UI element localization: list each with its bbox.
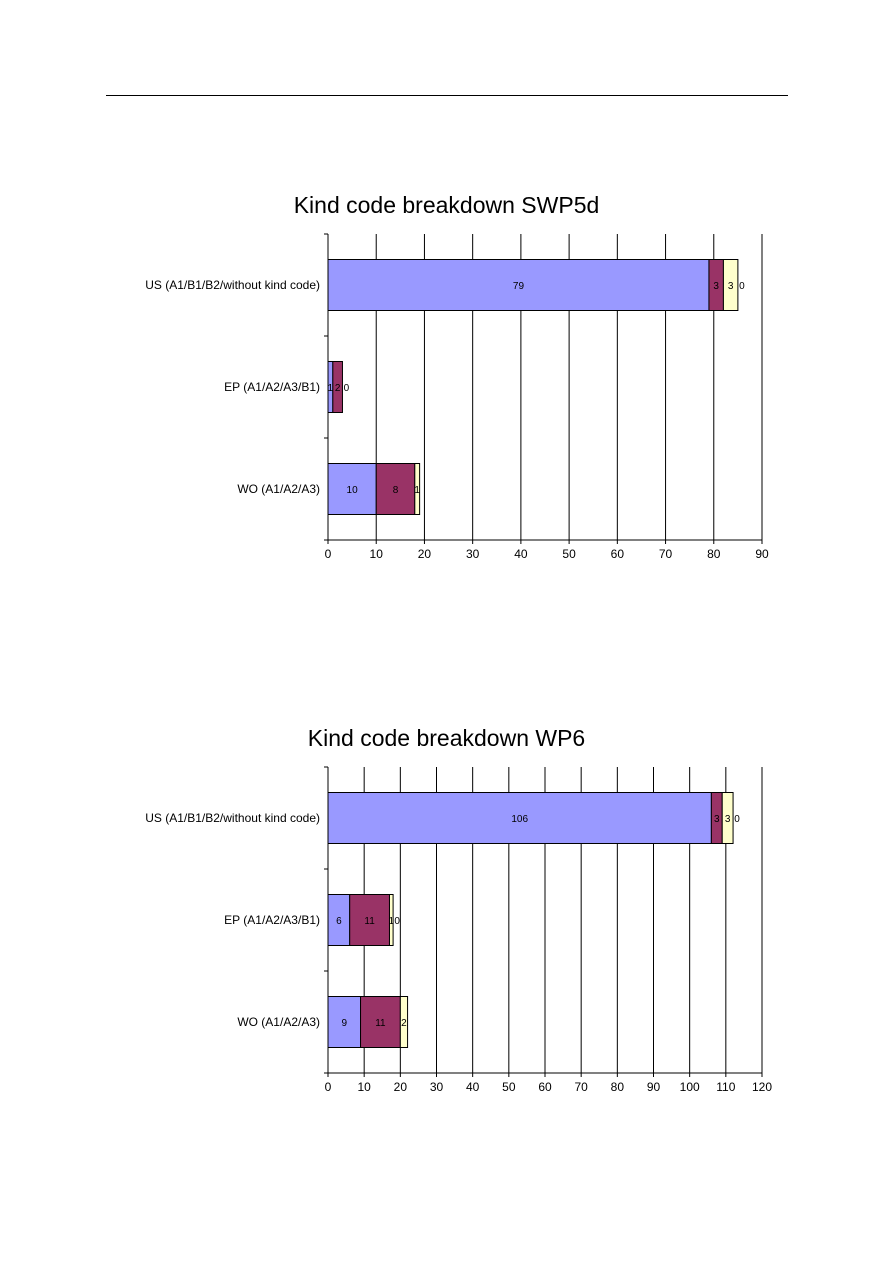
bar-segment	[722, 259, 739, 311]
bar-segment	[399, 996, 409, 1048]
data-label: 0	[394, 916, 400, 927]
data-label: 3	[728, 281, 734, 292]
data-label: 0	[344, 383, 350, 394]
bar-segment	[414, 463, 421, 515]
data-label: 6	[336, 916, 342, 927]
chart-title-swp5d: Kind code breakdown SWP5d	[293, 192, 600, 218]
data-label: 3	[725, 814, 731, 825]
data-label: 1	[414, 485, 420, 496]
data-label: 1	[389, 916, 395, 927]
x-tick-label: 100	[680, 1080, 700, 1094]
category-label: WO (A1/A2/A3)	[237, 482, 320, 496]
x-tick-label: 70	[574, 1080, 588, 1094]
bar-segment	[332, 361, 343, 413]
x-tick-label: 90	[755, 547, 769, 561]
x-tick-label: 40	[466, 1080, 480, 1094]
x-tick-label: 20	[394, 1080, 408, 1094]
bar-segment	[327, 996, 362, 1048]
x-tick-label: 70	[659, 547, 673, 561]
header-rule	[106, 95, 788, 96]
bar-segment	[375, 463, 416, 515]
x-tick-label: 40	[514, 547, 528, 561]
data-label: 8	[393, 485, 399, 496]
category-label: WO (A1/A2/A3)	[237, 1015, 320, 1029]
data-label: 11	[375, 1018, 386, 1029]
category-label: US (A1/B1/B2/without kind code)	[145, 278, 320, 292]
x-tick-label: 20	[418, 547, 432, 561]
x-tick-label: 0	[325, 547, 332, 561]
data-label: 106	[511, 814, 528, 825]
category-label: EP (A1/A2/A3/B1)	[224, 913, 320, 927]
bar-segment	[360, 996, 401, 1048]
data-label: 11	[364, 916, 375, 927]
data-label: 9	[341, 1018, 347, 1029]
category-label: EP (A1/A2/A3/B1)	[224, 380, 320, 394]
bar-segment	[327, 259, 710, 311]
data-label: 3	[713, 281, 719, 292]
x-tick-label: 80	[611, 1080, 625, 1094]
data-label: 2	[335, 383, 341, 394]
x-tick-label: 110	[716, 1080, 735, 1094]
data-label: 0	[739, 281, 745, 292]
data-label: 2	[401, 1018, 407, 1029]
data-label: 3	[714, 814, 720, 825]
x-tick-label: 50	[562, 547, 576, 561]
data-label: 0	[734, 814, 740, 825]
x-tick-label: 30	[430, 1080, 444, 1094]
x-tick-label: 0	[325, 1080, 332, 1094]
x-tick-label: 60	[538, 1080, 552, 1094]
bar-segment	[721, 792, 734, 844]
x-tick-label: 60	[611, 547, 625, 561]
x-tick-label: 50	[502, 1080, 516, 1094]
x-tick-label: 80	[707, 547, 721, 561]
x-tick-label: 30	[466, 547, 480, 561]
x-tick-label: 10	[357, 1080, 371, 1094]
x-tick-label: 10	[370, 547, 384, 561]
bar-segment	[327, 792, 712, 844]
x-tick-label: 90	[647, 1080, 661, 1094]
bar-segment	[327, 463, 377, 515]
x-tick-label: 120	[752, 1080, 772, 1094]
bar-segment	[388, 894, 394, 946]
data-label: 1	[328, 383, 334, 394]
data-label: 79	[513, 281, 525, 292]
data-label: 10	[347, 485, 359, 496]
chart-title-wp6: Kind code breakdown WP6	[307, 725, 586, 751]
category-label: US (A1/B1/B2/without kind code)	[145, 811, 320, 825]
